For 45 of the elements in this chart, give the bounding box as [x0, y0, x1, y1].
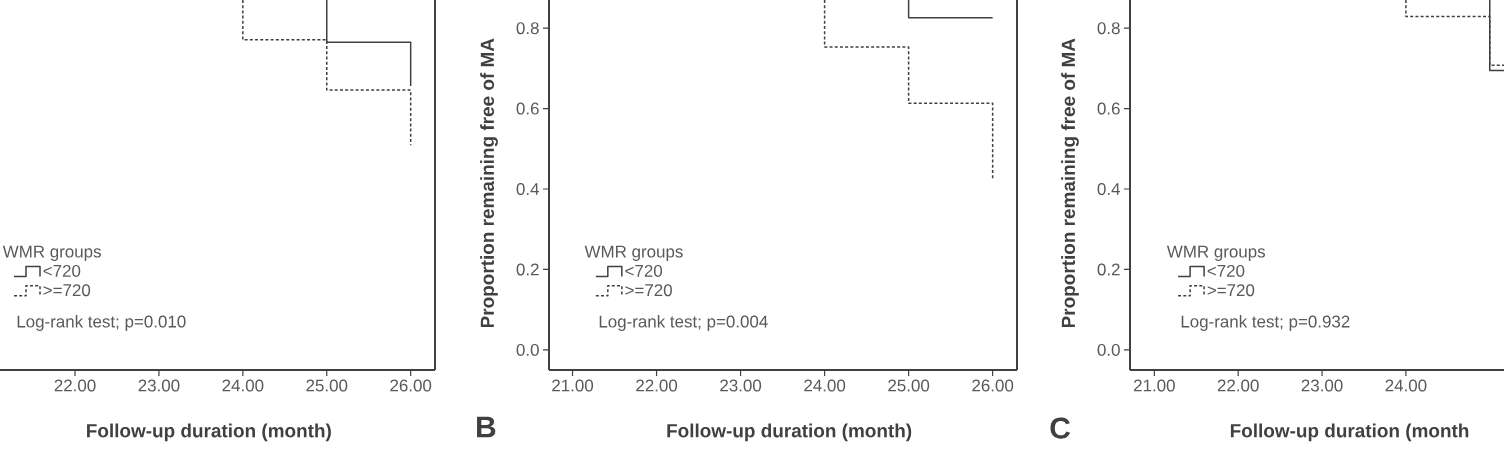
- y-tick-label: 0.8: [1097, 22, 1120, 35]
- y-tick-label: 0.4: [1097, 183, 1120, 196]
- line-series: [823, 0, 994, 180]
- x-tick-label: 26.00: [972, 379, 1014, 392]
- x-tick-label: 26.00: [390, 379, 432, 392]
- x-tick-label: 25.00: [306, 379, 348, 392]
- legend-title: WMR groups: [1166, 245, 1266, 261]
- text: C: [1050, 417, 1071, 439]
- x-tick-label: 23.00: [1301, 379, 1343, 392]
- x-tick-label: 25.00: [888, 379, 930, 392]
- annotation: Log-rank test; p=0.932: [1181, 315, 1350, 331]
- legend-label: <720: [43, 264, 81, 277]
- y-tick-label: 0.0: [1097, 343, 1120, 356]
- legend-label: >=720: [625, 284, 672, 297]
- x-axis-title: Follow-up duration (month: [1230, 423, 1469, 442]
- annotation: Log-rank test; p=0.004: [599, 315, 768, 331]
- y-tick-label: 0.8: [516, 22, 539, 35]
- x-tick-label: 23.00: [138, 379, 180, 392]
- text: B: [477, 416, 496, 438]
- y-tick-label: 0.2: [1097, 263, 1120, 276]
- x-tick-label: 24.00: [804, 379, 846, 392]
- y-tick-label: 0.6: [516, 102, 539, 115]
- x-tick-label: 22.00: [54, 379, 96, 392]
- x-tick-label: 22.00: [1217, 379, 1259, 392]
- y-axis-title: Proportion remaining free of MA: [1061, 38, 1079, 328]
- x-tick-label: 21.00: [1134, 379, 1175, 392]
- y-tick-label: 0.0: [516, 343, 539, 356]
- x-tick-label: 24.00: [222, 379, 264, 392]
- x-tick-label: 21.00: [552, 379, 594, 392]
- y-tick-label: 0.4: [516, 183, 539, 196]
- x-axis-title: Follow-up duration (month): [87, 423, 331, 442]
- y-tick-label: 0.6: [1097, 102, 1120, 115]
- x-tick-label: 24.00: [1385, 379, 1427, 392]
- legend-title: WMR groups: [584, 245, 683, 261]
- y-tick-label: 0.2: [516, 263, 539, 276]
- annotation: Log-rank test; p=0.010: [17, 315, 186, 331]
- legend-title: WMR groups: [2, 245, 101, 261]
- y-axis-title: Proportion remaining free of MA: [480, 38, 498, 328]
- legend-label: >=720: [1207, 284, 1255, 297]
- x-tick-label: 22.00: [636, 379, 678, 392]
- legend-label: <720: [1207, 264, 1245, 277]
- legend-label: <720: [625, 264, 663, 277]
- x-axis-title: Follow-up duration (month): [667, 423, 912, 442]
- legend-label: >=720: [43, 284, 91, 297]
- x-tick-label: 23.00: [720, 379, 762, 392]
